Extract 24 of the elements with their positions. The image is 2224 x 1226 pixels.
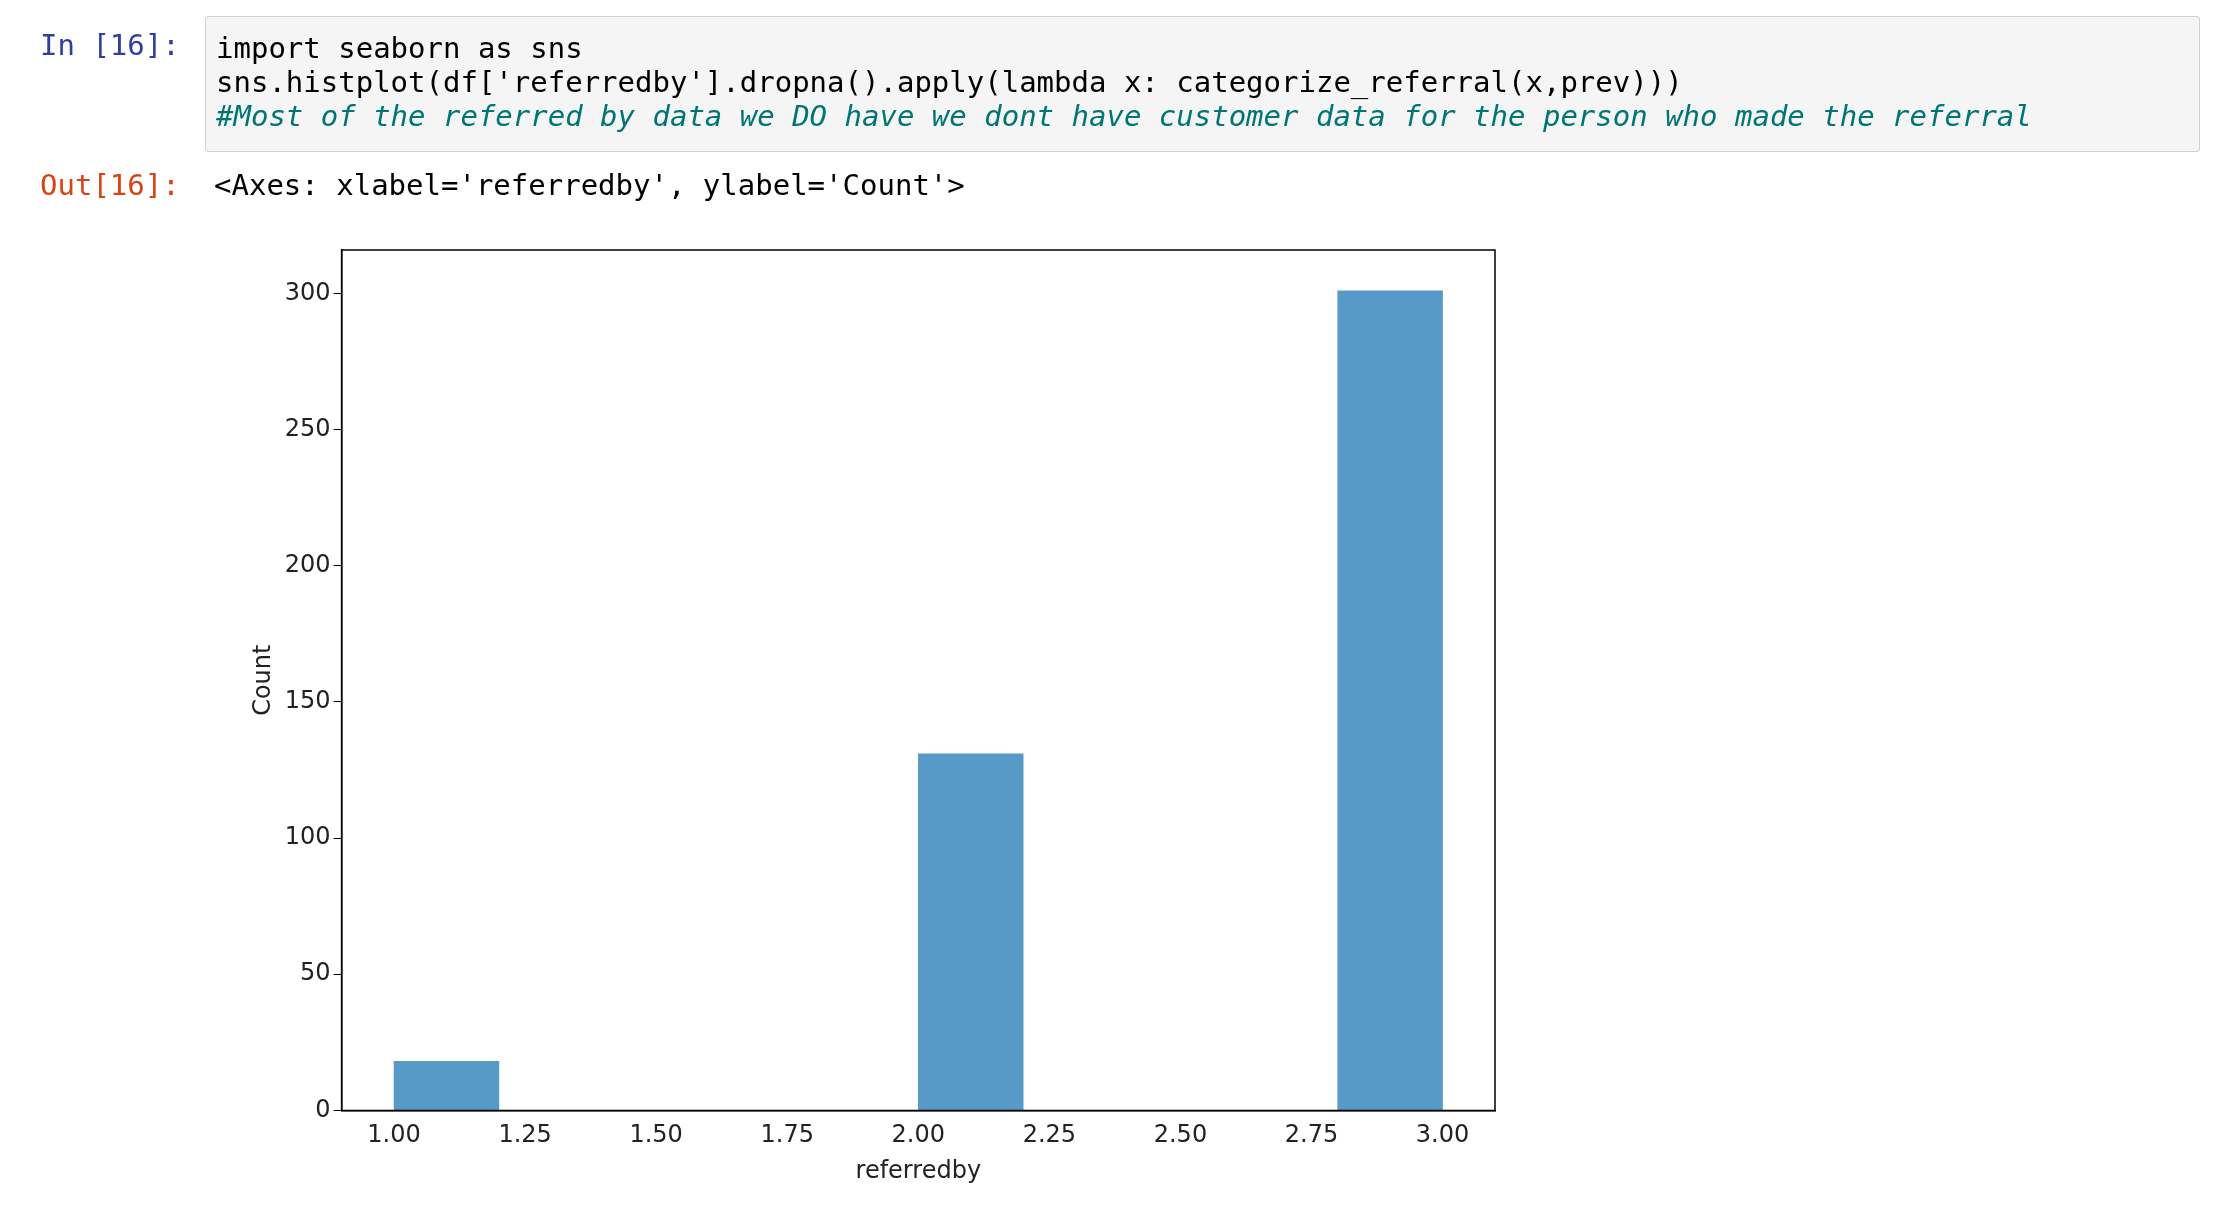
x-tick-label: 1.25 — [498, 1120, 552, 1149]
text: <Axes: xlabel='referredby', ylabel='Count'> — [214, 168, 965, 202]
y-axis-title: Count — [247, 644, 276, 716]
x-tick-label: 2.25 — [1022, 1120, 1077, 1149]
x-tick-label: 3.00 — [1415, 1120, 1470, 1149]
text: #Most of the referred by data we DO have we dont have customer data for the person who made the referral — [216, 99, 2033, 133]
y-tick-label: 200 — [284, 550, 331, 579]
x-tick-label: 2.00 — [891, 1120, 946, 1149]
x-tick-label: 2.50 — [1153, 1120, 1208, 1149]
y-tick-label: 100 — [284, 822, 331, 851]
x-tick-label: 1.00 — [367, 1120, 421, 1149]
x-tick-label: 2.75 — [1284, 1120, 1339, 1149]
x-tick-label: 1.50 — [629, 1120, 683, 1149]
y-tick-label: 250 — [284, 413, 331, 442]
text: Out[16]: — [40, 168, 180, 202]
y-tick-label: 50 — [300, 958, 331, 987]
x-tick-label: 1.75 — [760, 1120, 814, 1149]
text: sns.histplot(df['referredby'].dropna().apply(lambda x: categorize_referral(x,prev))) — [216, 65, 1684, 99]
y-tick-label: 0 — [315, 1094, 331, 1123]
text: import seaborn as sns — [216, 31, 584, 65]
y-tick-label: 300 — [284, 277, 331, 306]
y-tick-label: 150 — [284, 686, 331, 715]
x-axis-title: referredby — [855, 1155, 982, 1184]
text: In [16]: — [40, 28, 180, 62]
